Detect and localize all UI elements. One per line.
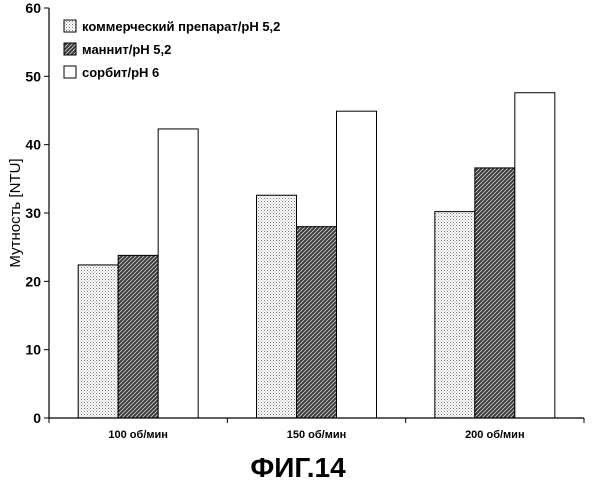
- bar-3-3: [515, 93, 555, 418]
- figure-caption: ФИГ.14: [0, 452, 596, 484]
- y-tick-label: 0: [33, 410, 41, 426]
- y-tick-label: 10: [25, 342, 41, 358]
- y-tick-label: 40: [25, 137, 41, 153]
- bar-1-3: [435, 212, 475, 418]
- legend-swatch: [64, 43, 76, 55]
- y-tick-label: 20: [25, 273, 41, 289]
- x-tick-label: 150 об/мин: [287, 429, 347, 441]
- legend-swatch: [64, 20, 76, 32]
- bar-chart: коммерческий препарат/рН 5,2 маннит/рН 5,…: [0, 0, 596, 450]
- bar-1-2: [257, 195, 297, 418]
- bar-3-2: [337, 111, 377, 418]
- bar-3-1: [158, 129, 198, 418]
- legend-label: коммерческий препарат/рН 5,2: [82, 19, 280, 34]
- bar-2-1: [118, 255, 158, 418]
- legend-label: маннит/рН 5,2: [82, 42, 171, 57]
- legend: коммерческий препарат/рН 5,2 маннит/рН 5,…: [64, 19, 280, 80]
- y-tick-label: 60: [25, 0, 41, 16]
- x-tick-label: 200 об/мин: [465, 429, 525, 441]
- y-tick-label: 50: [25, 68, 41, 84]
- y-tick-label: 30: [25, 205, 41, 221]
- bar-2-3: [475, 168, 515, 418]
- y-axis-label: Мутность [NTU]: [7, 158, 24, 267]
- bar-2-2: [297, 227, 337, 418]
- x-tick-label: 100 об/мин: [108, 429, 168, 441]
- bar-1-1: [78, 265, 118, 418]
- legend-swatch: [64, 66, 76, 78]
- legend-label: сорбит/рН 6: [82, 65, 159, 80]
